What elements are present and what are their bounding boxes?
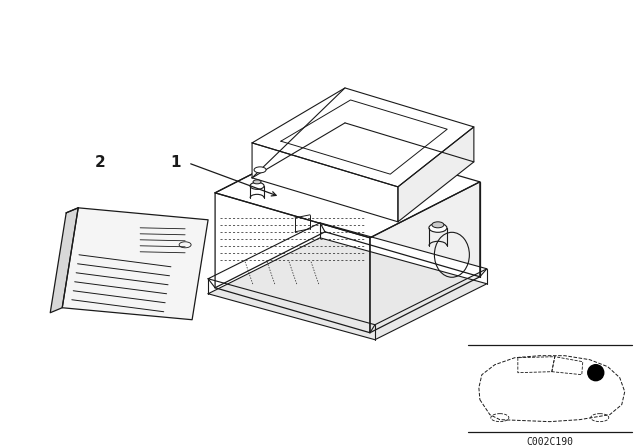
Polygon shape [215, 137, 480, 238]
Polygon shape [215, 193, 370, 333]
Text: C002C190: C002C190 [526, 437, 573, 447]
Polygon shape [62, 208, 208, 320]
Polygon shape [208, 238, 487, 340]
Ellipse shape [432, 222, 444, 228]
Polygon shape [208, 223, 487, 325]
Text: 2: 2 [95, 155, 106, 170]
Polygon shape [252, 143, 398, 222]
Ellipse shape [250, 182, 264, 190]
Polygon shape [370, 182, 480, 333]
Circle shape [588, 365, 604, 381]
Text: 1: 1 [170, 155, 180, 170]
Ellipse shape [254, 167, 266, 173]
Polygon shape [252, 88, 474, 187]
Polygon shape [50, 208, 78, 313]
Ellipse shape [429, 223, 447, 233]
Ellipse shape [253, 180, 261, 184]
Polygon shape [398, 127, 474, 222]
